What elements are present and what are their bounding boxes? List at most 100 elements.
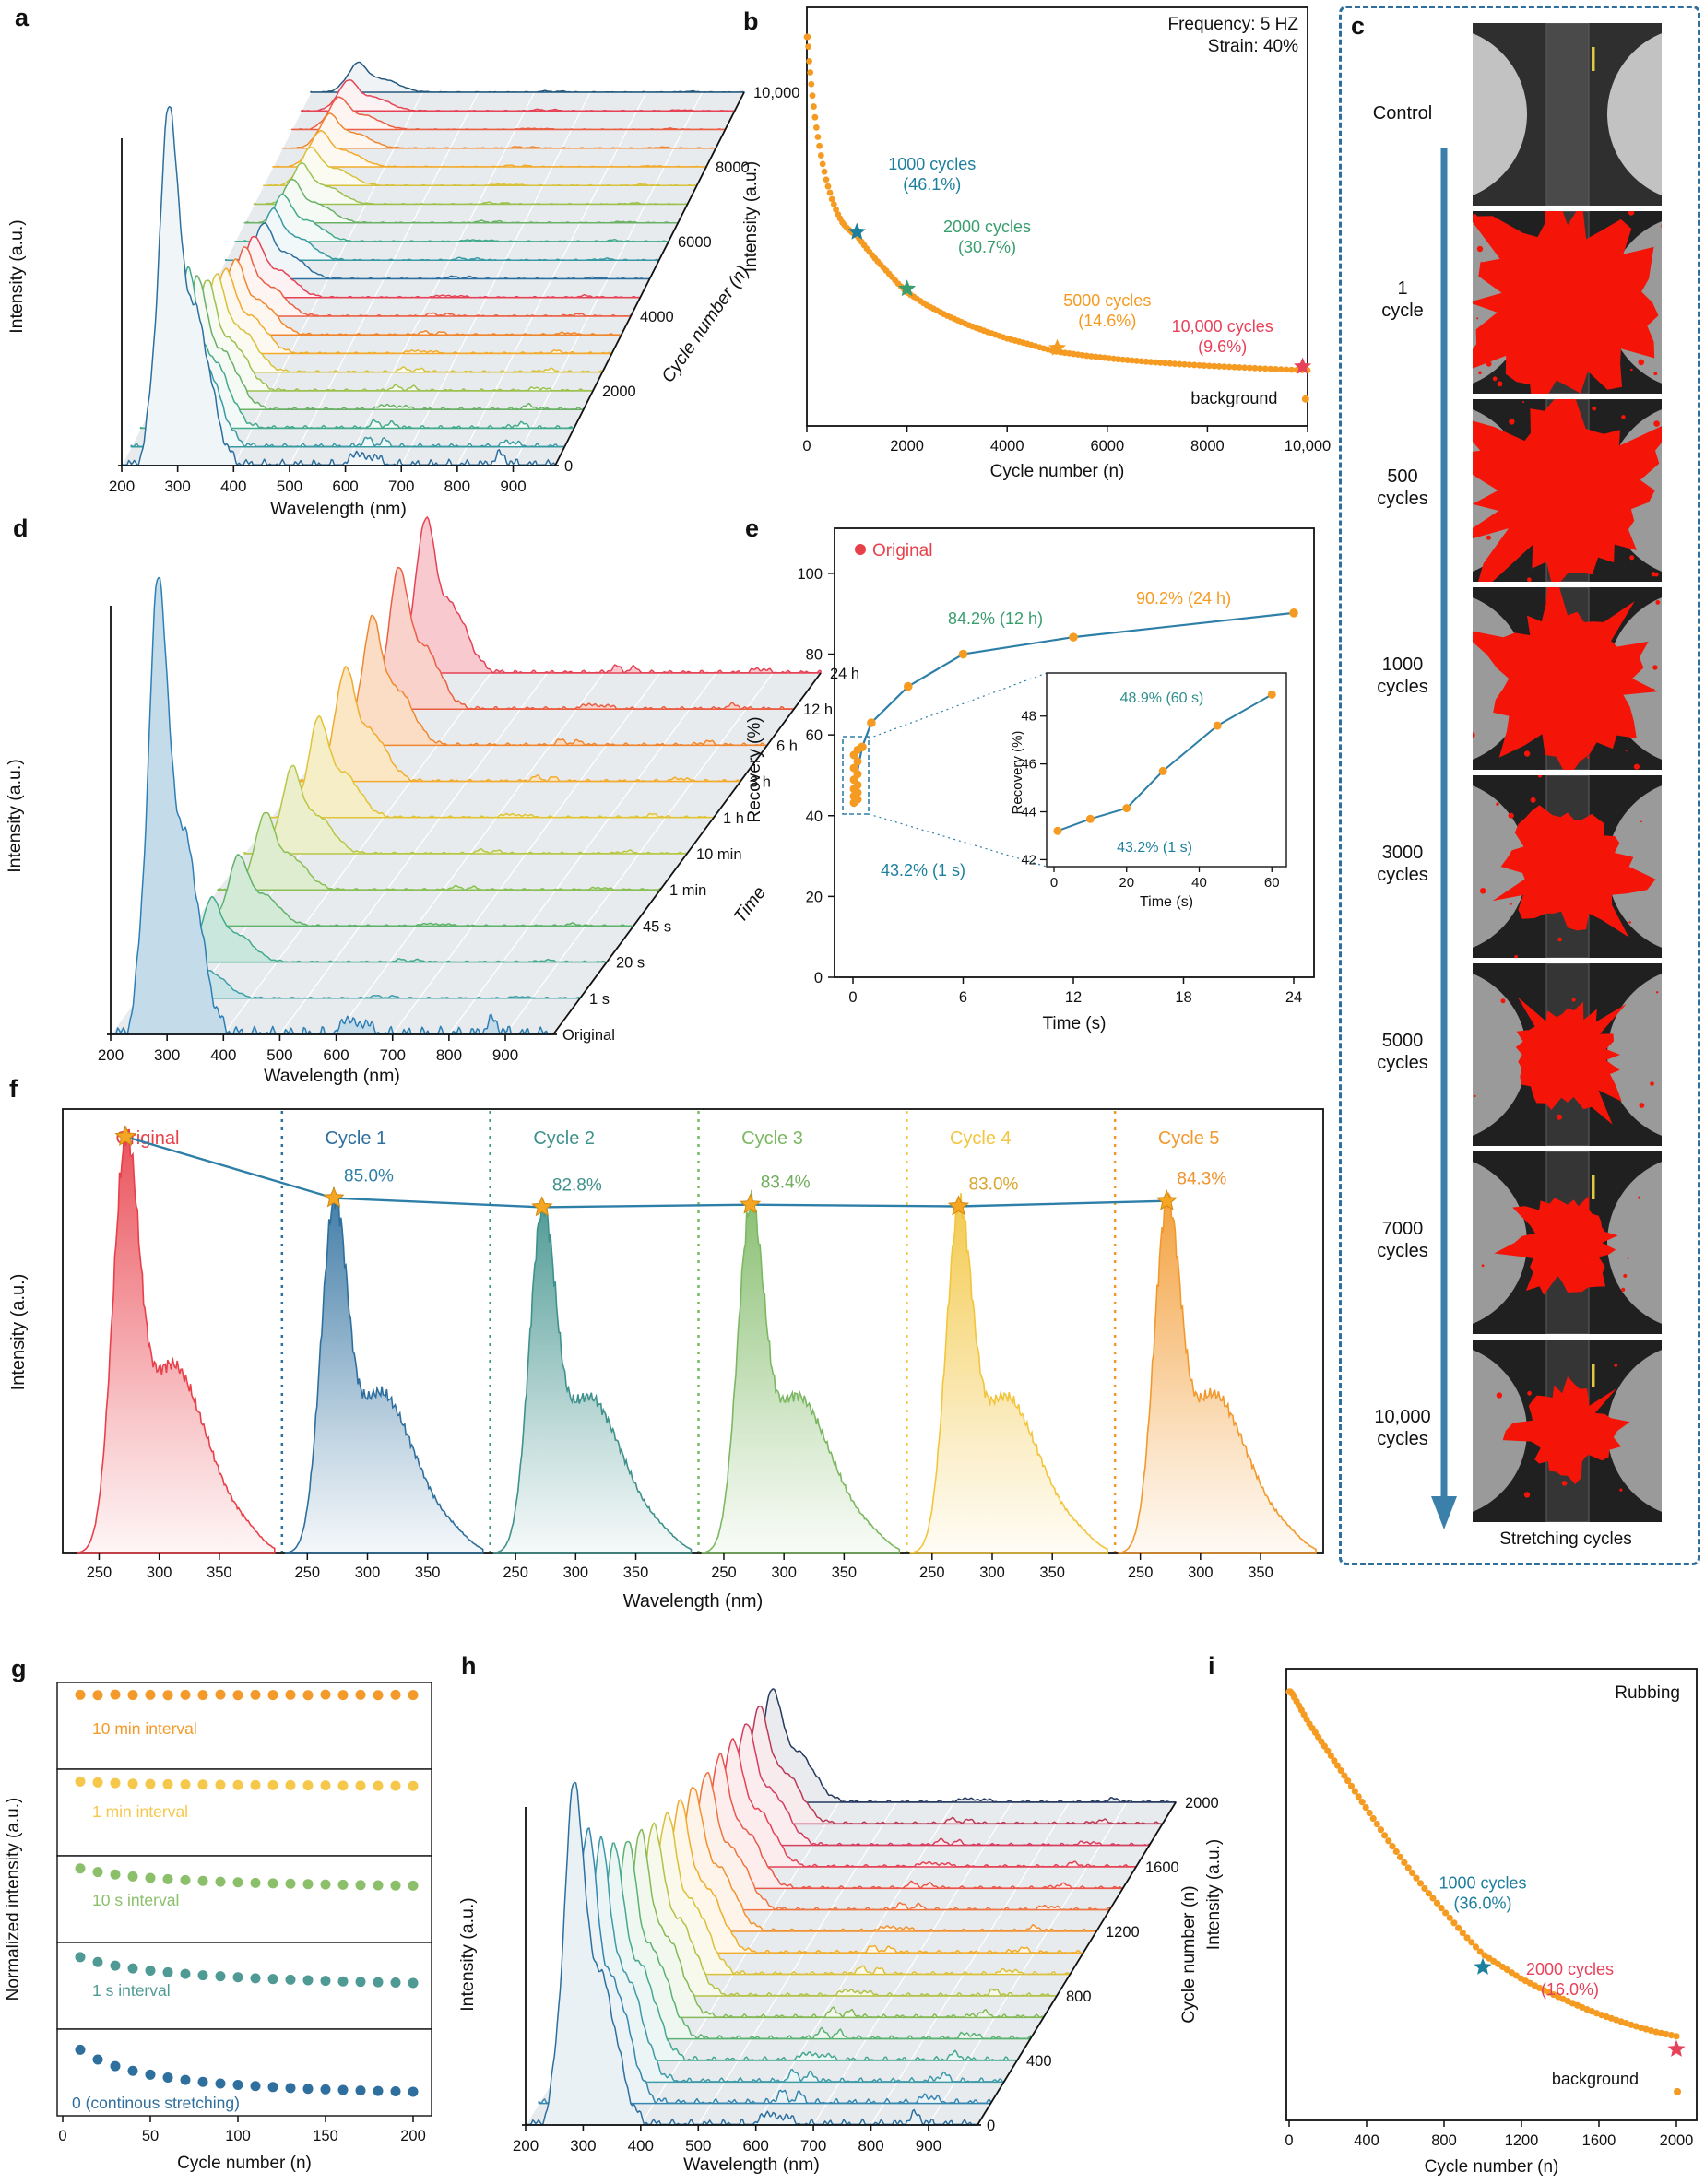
svg-text:2000 cycles(16.0%): 2000 cycles (16.0%) (1526, 1960, 1614, 1999)
svg-text:Wavelength (nm): Wavelength (nm) (264, 1066, 400, 1086)
svg-text:background: background (1552, 2070, 1639, 2088)
svg-text:800: 800 (1066, 1989, 1092, 2005)
svg-text:500: 500 (277, 478, 302, 495)
svg-text:Recovery (%): Recovery (%) (1010, 731, 1025, 815)
svg-text:350: 350 (207, 1564, 232, 1581)
panel-d: d 200 300 400 500 600 700 800 900 Wavelength (nm… (0, 512, 931, 1097)
svg-text:600: 600 (323, 1046, 349, 1064)
svg-text:Cycle 2: Cycle 2 (533, 1128, 595, 1149)
svg-text:1 h: 1 h (723, 810, 744, 827)
panel-i-plot: 0 400 800 1200 1600 2000 Cycle number (n) Inten… (1204, 1668, 1698, 2177)
svg-text:24 h: 24 h (830, 666, 859, 682)
svg-text:Time (s): Time (s) (1043, 1014, 1107, 1033)
panel-e: e 0 20 40 60 80 100 0 6 12 18 24 Time (s) Recovery (… (738, 512, 1335, 1092)
svg-text:background: background (1190, 389, 1277, 407)
svg-text:350: 350 (623, 1564, 649, 1581)
svg-text:Normalized intensity (a.u.): Normalized intensity (a.u.) (4, 1798, 23, 2001)
cycle-count-label: 7000 cycles (1377, 1219, 1428, 1261)
svg-text:0 (continous stretching): 0 (continous stretching) (72, 2094, 240, 2112)
svg-text:0: 0 (848, 989, 857, 1006)
svg-text:900: 900 (916, 2137, 941, 2154)
svg-text:100: 100 (797, 566, 823, 583)
panel-h: h 200 300 400 500 600 700 800 900 Wavelength (nm… (456, 1650, 1240, 2184)
svg-text:300: 300 (355, 1564, 381, 1581)
panel-e-label: e (745, 514, 760, 542)
svg-text:44: 44 (1021, 805, 1036, 820)
cycle-count-label: 5000 cycles (1377, 1031, 1428, 1073)
svg-text:250: 250 (711, 1564, 737, 1581)
svg-text:Cycle 1: Cycle 1 (325, 1128, 386, 1149)
svg-text:900: 900 (492, 1046, 518, 1064)
svg-text:60: 60 (806, 727, 823, 744)
svg-text:10 min: 10 min (696, 846, 742, 863)
svg-text:200: 200 (400, 2128, 426, 2144)
svg-text:46: 46 (1021, 757, 1036, 773)
cycle-count-label: 1000 cycles (1377, 655, 1428, 697)
svg-text:250: 250 (919, 1564, 945, 1581)
stretch-cycle-photo (1473, 963, 1662, 1146)
svg-text:2000: 2000 (1660, 2132, 1694, 2149)
cycle-count-label: Control (1372, 103, 1433, 124)
control-photo (1473, 23, 1662, 206)
svg-text:200: 200 (513, 2137, 539, 2154)
svg-text:Wavelength (nm): Wavelength (nm) (270, 499, 407, 519)
panel-g-label: g (11, 1655, 27, 1682)
svg-text:300: 300 (570, 2137, 596, 2154)
svg-text:350: 350 (1248, 1564, 1273, 1581)
stretch-cycle-photo (1473, 1340, 1662, 1522)
svg-text:400: 400 (210, 1046, 236, 1064)
panel-i-chart: 0 400 800 1200 1600 2000 Cycle number (n) Inten… (1204, 1668, 1698, 2177)
svg-text:82.8%: 82.8% (552, 1175, 602, 1195)
svg-text:10 min interval: 10 min interval (92, 1719, 197, 1738)
svg-text:0: 0 (564, 458, 573, 475)
svg-text:Strain: 40%: Strain: 40% (1208, 37, 1298, 56)
svg-text:2000: 2000 (1185, 1795, 1219, 1812)
svg-text:0: 0 (987, 2118, 995, 2134)
svg-text:83.0%: 83.0% (969, 1175, 1019, 1194)
svg-text:1600: 1600 (1145, 1859, 1179, 1876)
svg-text:40: 40 (806, 809, 823, 825)
svg-text:2000: 2000 (602, 384, 636, 400)
svg-text:2000 cycles(30.7%): 2000 cycles (30.7%) (943, 218, 1031, 256)
svg-text:400: 400 (1354, 2132, 1379, 2149)
panel-i-label: i (1208, 1652, 1215, 1680)
stretch-cycle-photo (1473, 775, 1662, 958)
svg-text:50: 50 (142, 2128, 159, 2144)
stretch-cycle-photo (1473, 1151, 1662, 1334)
svg-text:43.2% (1 s): 43.2% (1 s) (1117, 840, 1192, 856)
svg-text:900: 900 (500, 478, 526, 495)
svg-text:Cycle 5: Cycle 5 (1158, 1128, 1220, 1149)
svg-text:Wavelength (nm): Wavelength (nm) (623, 1591, 764, 1611)
svg-text:42: 42 (1021, 852, 1036, 868)
stretch-cycle-photo (1473, 399, 1662, 582)
svg-text:12: 12 (1065, 989, 1082, 1006)
svg-text:300: 300 (147, 1564, 172, 1581)
svg-text:1600: 1600 (1582, 2132, 1616, 2149)
svg-text:84.3%: 84.3% (1177, 1170, 1226, 1189)
svg-text:0: 0 (58, 2128, 66, 2144)
svg-text:20: 20 (806, 889, 823, 905)
svg-text:4000: 4000 (640, 309, 674, 325)
panel-c: c Stretching cycles Control 1 cycle 500 cy… (1339, 6, 1700, 1565)
svg-text:600: 600 (742, 2137, 768, 2154)
svg-text:48.9% (60 s): 48.9% (60 s) (1120, 691, 1204, 706)
stretch-cycle-photo (1473, 211, 1662, 394)
svg-text:250: 250 (87, 1564, 112, 1581)
svg-text:300: 300 (1188, 1564, 1214, 1581)
svg-text:150: 150 (313, 2128, 338, 2144)
svg-text:10,000: 10,000 (753, 85, 799, 101)
svg-text:Recovery (%): Recovery (%) (745, 716, 764, 822)
svg-text:200: 200 (98, 1046, 124, 1064)
stretch-cycle-photo (1473, 587, 1662, 770)
svg-text:Cycle number (n): Cycle number (n) (1425, 2157, 1559, 2177)
svg-text:700: 700 (380, 1046, 406, 1064)
panel-e-inset: 0 20 40 60 42 44 46 48 48.9% (60 s) 43.2% (1 s) Ti… (1010, 672, 1287, 910)
svg-text:Frequency: 5 HZ: Frequency: 5 HZ (1168, 15, 1299, 34)
svg-text:700: 700 (800, 2137, 826, 2154)
svg-text:Cycle number (n): Cycle number (n) (177, 2154, 312, 2173)
panel-b-label: b (743, 7, 759, 35)
